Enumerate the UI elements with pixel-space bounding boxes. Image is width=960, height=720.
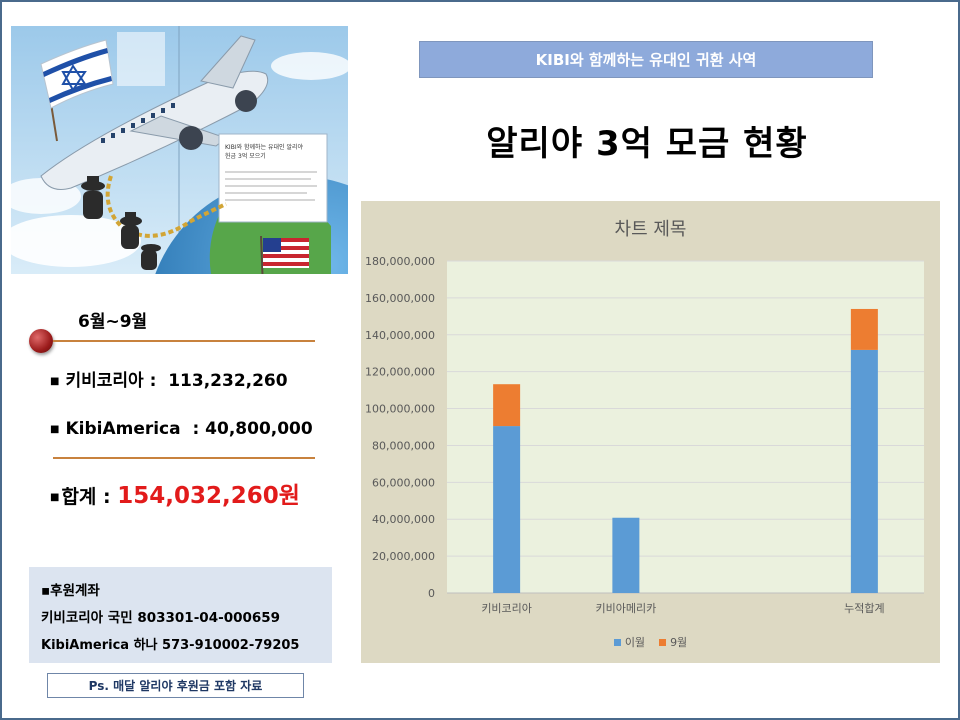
america-label: KibiAmerica : <box>65 419 200 439</box>
y-tick-label: 100,000,000 <box>365 403 435 416</box>
account-heading: ▪후원계좌 <box>41 583 100 599</box>
divider <box>53 340 315 342</box>
hero-illustration: KIBI와 함께하는 유대인 알리야 헌금 3억 모으기 <box>11 26 348 274</box>
period-label: 6월~9월 <box>78 312 148 332</box>
korea-amount: 113,232,260 <box>168 371 288 391</box>
account-box: ▪후원계좌 키비코리아 국민 803301-04-000659 KibiAmer… <box>29 567 332 663</box>
divider <box>53 457 315 459</box>
total-row: ■ 합계 : 154,032,260원 <box>50 476 300 510</box>
bar-prev <box>850 349 878 593</box>
x-tick-label: 키비코리아 <box>481 602 532 615</box>
total-label: 합계 : <box>61 486 111 508</box>
korea-row: ■ 키비코리아 : 113,232,260 <box>50 366 288 391</box>
hero-caption-line-1: KIBI와 함께하는 유대인 알리야 <box>225 143 304 151</box>
legend-label: 이월 <box>624 636 646 649</box>
bar-prev <box>612 517 640 593</box>
chart-title: 차트 제목 <box>614 219 687 240</box>
korea-label: 키비코리아 : <box>65 371 157 391</box>
america-amount: 40,800,000 <box>205 419 313 439</box>
square-bullet-icon: ■ <box>50 375 60 387</box>
plot-background <box>447 261 924 593</box>
bar-prev <box>493 426 521 593</box>
y-tick-label: 0 <box>428 587 435 600</box>
chart-plot: 0 20,000,000 40,000,000 60,000,000 80,000,00… <box>365 255 924 615</box>
america-row: ■ KibiAmerica : 40,800,000 <box>50 419 313 439</box>
y-tick-label: 180,000,000 <box>365 255 435 268</box>
banner: KIBI와 함께하는 유대인 귀환 사역 <box>419 41 873 78</box>
note-box: Ps. 매달 알리야 후원금 포함 자료 <box>47 673 304 698</box>
legend-swatch <box>659 639 667 646</box>
x-tick-label: 키비아메리카 <box>596 602 657 615</box>
y-tick-label: 120,000,000 <box>365 366 435 379</box>
y-tick-label: 20,000,000 <box>372 550 435 563</box>
bar-sept <box>850 308 878 350</box>
account-america: KibiAmerica 하나 573-910002-79205 <box>41 638 300 653</box>
page-title: 알리야 3억 모금 현황 <box>486 124 808 164</box>
bar-sept <box>493 384 521 427</box>
bullet-dot-icon <box>29 329 53 353</box>
y-tick-label: 160,000,000 <box>365 292 435 305</box>
square-bullet-icon: ■ <box>50 492 60 503</box>
square-bullet-icon: ■ <box>50 423 60 435</box>
hero-caption-line-2: 헌금 3억 모으기 <box>225 152 266 160</box>
y-tick-label: 140,000,000 <box>365 329 435 342</box>
y-tick-label: 40,000,000 <box>372 513 435 526</box>
legend-item-prev: 이월 <box>613 634 646 650</box>
chart-area: 차트 제목 0 20,000,000 40,000,000 60,000,000 80,… <box>361 201 940 663</box>
legend-label: 9월 <box>670 636 688 649</box>
account-korea: 키비코리아 국민 803301-04-000659 <box>41 610 281 626</box>
legend-swatch <box>613 639 621 646</box>
chart-legend: 이월 9월 <box>361 634 940 650</box>
x-tick-label: 누적합계 <box>844 602 884 615</box>
y-tick-label: 80,000,000 <box>372 439 435 452</box>
legend-item-sept: 9월 <box>659 634 687 650</box>
y-tick-label: 60,000,000 <box>372 476 435 489</box>
total-amount: 154,032,260원 <box>117 483 300 509</box>
